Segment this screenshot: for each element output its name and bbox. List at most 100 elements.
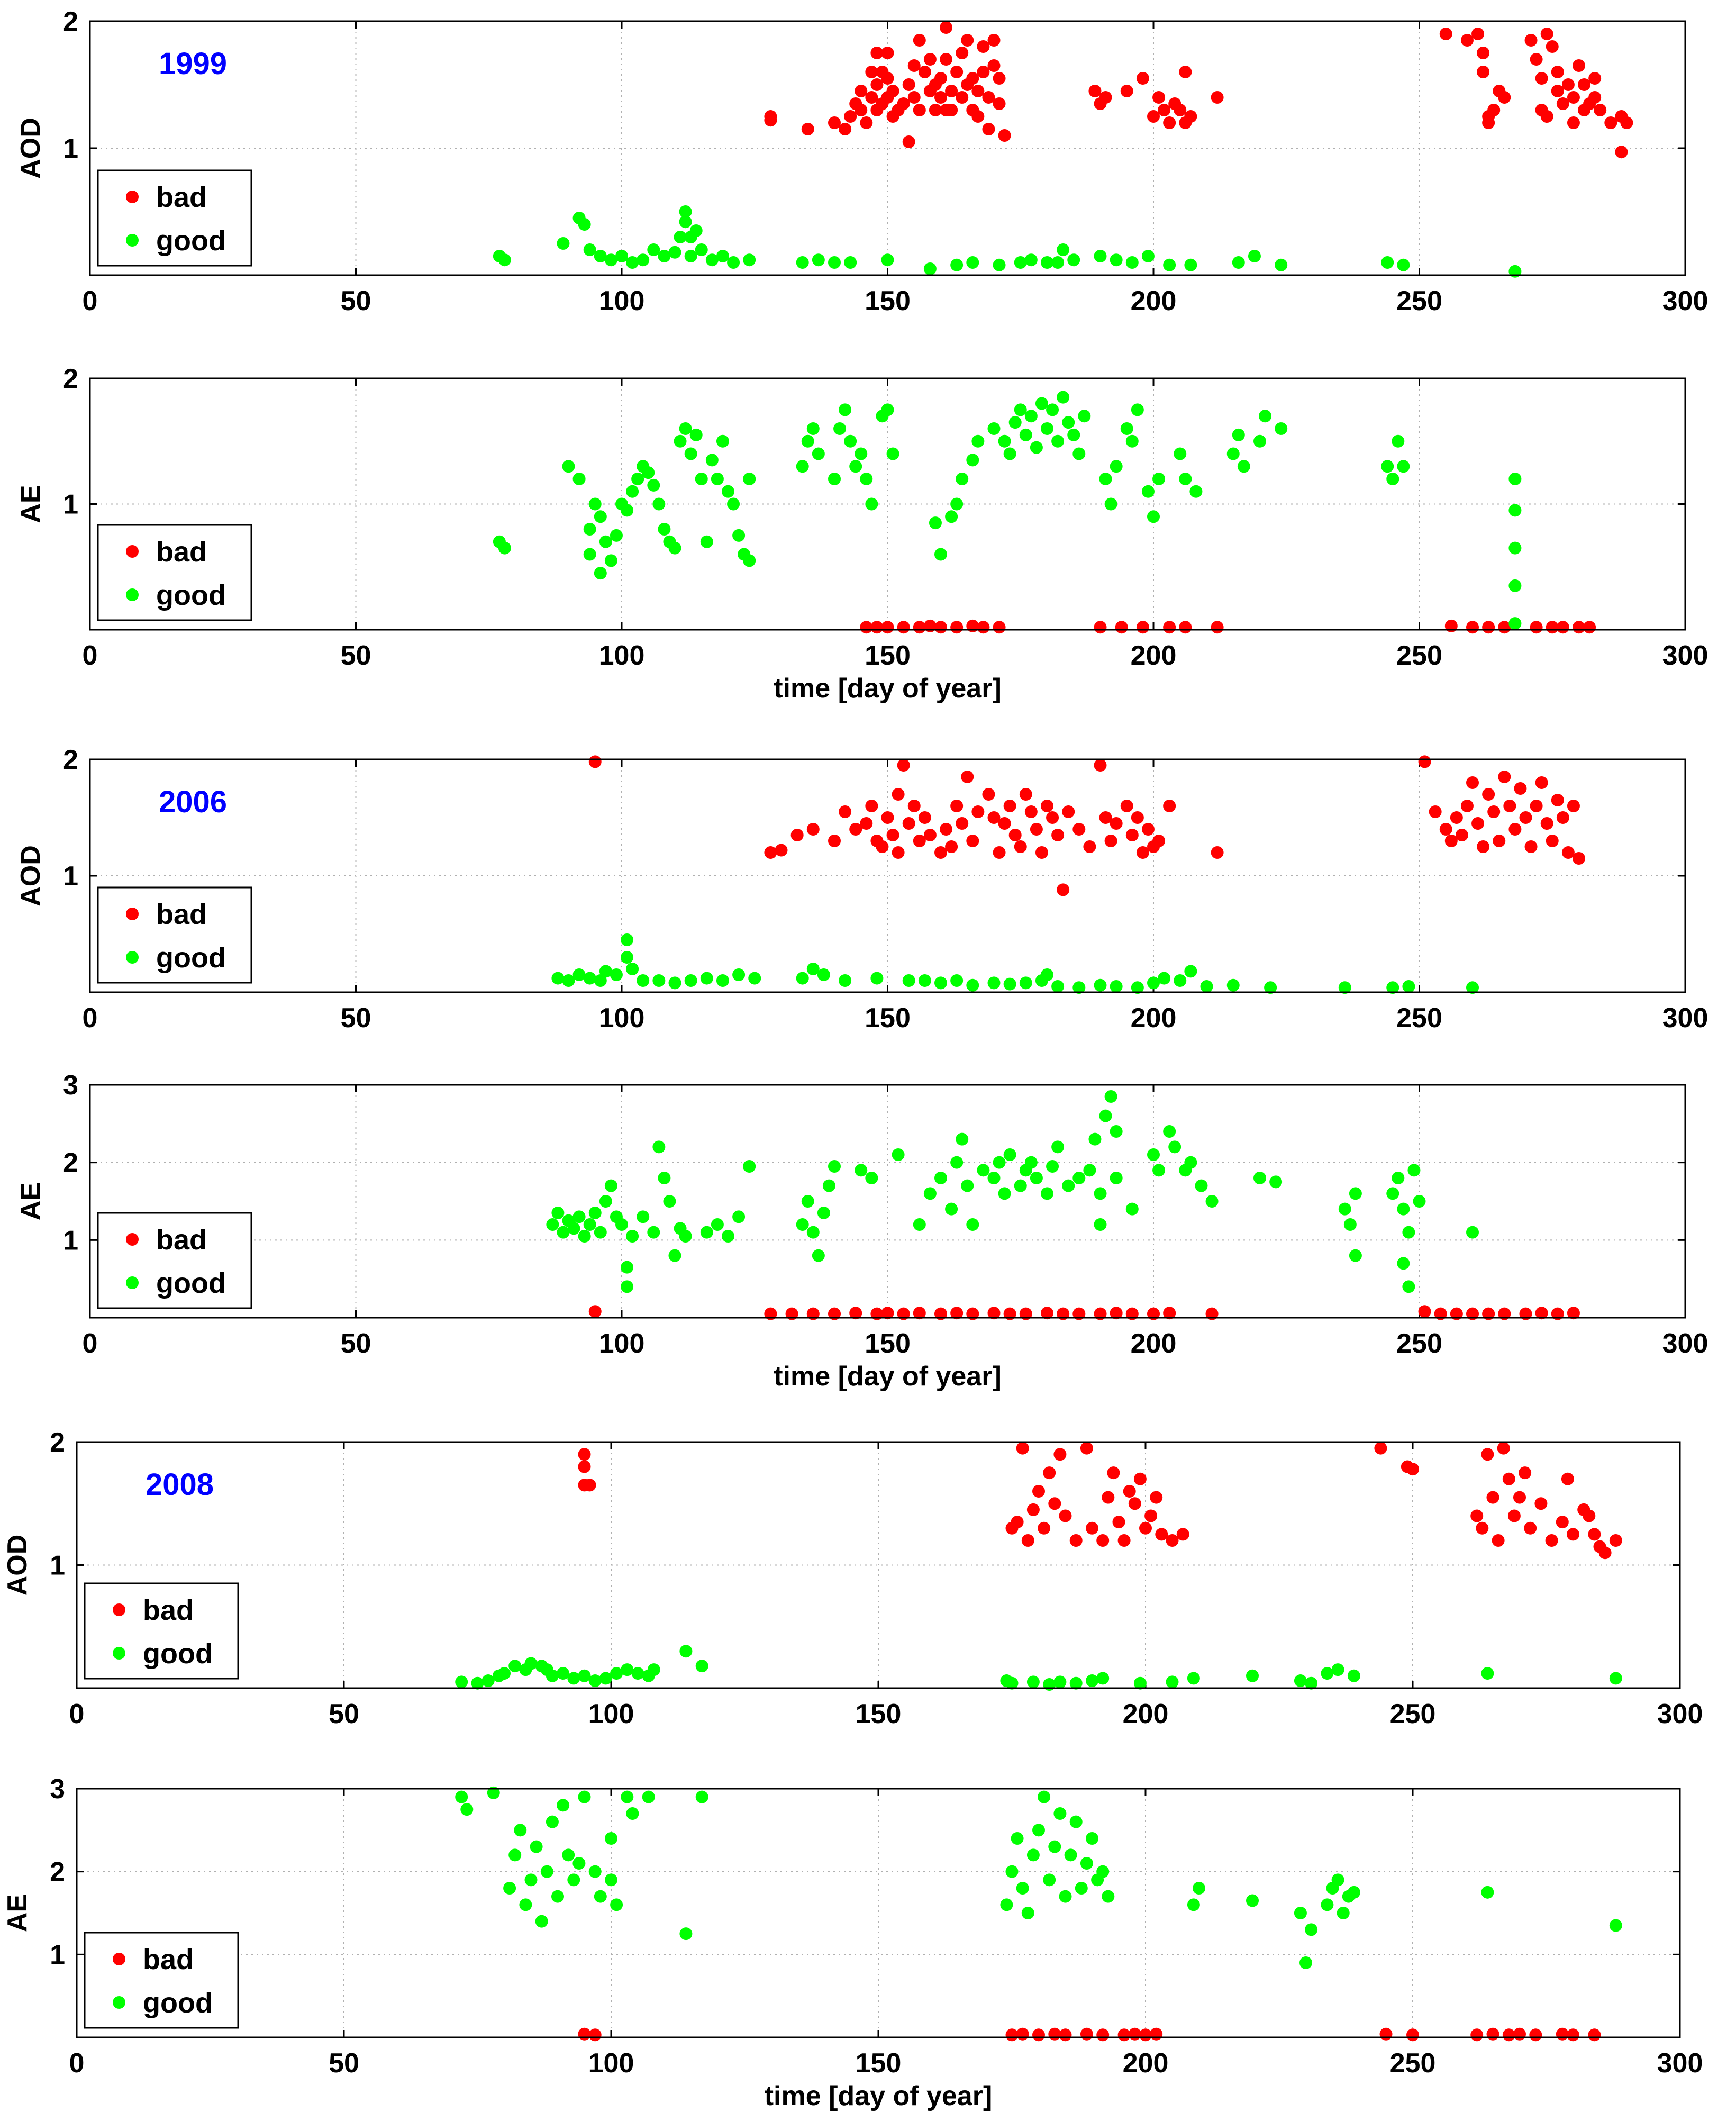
data-point-good: [1168, 1140, 1181, 1154]
data-point-good: [1184, 1156, 1197, 1169]
legend-label-good: good: [156, 942, 226, 974]
data-point-bad: [1035, 846, 1048, 859]
data-point-good: [1021, 1907, 1034, 1919]
data-point-good: [966, 978, 979, 992]
data-point-good: [1035, 397, 1048, 410]
data-point-bad: [1184, 110, 1197, 123]
data-point-good: [1299, 1956, 1312, 1969]
data-point-good: [743, 253, 756, 267]
data-point-good: [722, 1230, 734, 1243]
data-point-good: [1407, 1164, 1421, 1177]
data-point-bad: [1524, 840, 1538, 853]
data-point-good: [1051, 434, 1065, 448]
data-point-bad: [1498, 91, 1511, 104]
data-point-good: [977, 1164, 990, 1177]
data-point-bad: [1567, 1307, 1580, 1320]
data-point-good: [1187, 1672, 1200, 1685]
data-point-bad: [1096, 2028, 1110, 2042]
data-point-bad: [839, 805, 852, 818]
data-point-bad: [1481, 1448, 1494, 1461]
data-point-good: [1069, 1815, 1083, 1828]
series-bad: [588, 755, 1585, 896]
x-tick-label: 0: [69, 1699, 85, 1729]
legend-marker-bad: [126, 191, 139, 203]
data-point-bad: [828, 835, 841, 847]
data-point-bad: [913, 1307, 926, 1320]
data-point-good: [551, 1207, 565, 1219]
axes-frame: [89, 758, 1686, 993]
data-point-good: [1083, 1164, 1096, 1177]
chart-panel-5: 0 50 100 150 200 250 300 1 2 AOD 2008 bad good: [2, 1427, 1703, 1729]
data-point-bad: [1418, 755, 1431, 768]
data-point-good: [647, 478, 660, 492]
x-tick-label: 250: [1390, 2048, 1436, 2079]
data-point-good: [1011, 1832, 1024, 1845]
series-good: [546, 1090, 1479, 1293]
data-point-good: [508, 1848, 522, 1862]
data-point-bad: [940, 21, 953, 34]
data-point-bad: [1155, 1528, 1168, 1541]
data-point-good: [913, 1218, 926, 1231]
data-point-good: [1402, 1226, 1415, 1239]
data-point-good: [631, 473, 644, 485]
data-point-good: [583, 523, 596, 536]
data-point-good: [1232, 428, 1245, 441]
x-tick-label: 200: [1131, 1003, 1177, 1034]
data-point-good: [621, 504, 634, 517]
data-point-bad: [977, 40, 990, 53]
data-point-good: [572, 473, 586, 485]
data-point-good: [886, 447, 899, 460]
data-point-bad: [1179, 621, 1192, 634]
data-point-good: [1609, 1919, 1622, 1932]
data-point-good: [971, 434, 985, 448]
data-point-good: [567, 1873, 580, 1887]
data-point-good: [1094, 1218, 1107, 1231]
data-point-good: [1041, 968, 1053, 981]
data-point-good: [1275, 258, 1288, 271]
data-point-good: [594, 1890, 607, 1903]
data-point-good: [716, 974, 729, 987]
legend: bad good: [97, 886, 252, 984]
data-point-bad: [961, 771, 974, 783]
data-point-bad: [1043, 1466, 1056, 1480]
data-point-bad: [1583, 621, 1596, 634]
data-point-bad: [1094, 621, 1107, 634]
data-point-bad: [913, 34, 926, 47]
legend-box: [84, 1932, 239, 2029]
data-point-good: [605, 1873, 617, 1887]
data-point-good: [1264, 981, 1277, 994]
data-point-bad: [1117, 1534, 1131, 1547]
data-point-bad: [982, 91, 995, 104]
data-point-bad: [1136, 72, 1149, 85]
data-point-bad: [950, 800, 964, 812]
data-point-good: [1294, 1674, 1307, 1688]
data-point-good: [700, 535, 713, 548]
data-point-good: [1019, 976, 1032, 990]
x-tick-label: 50: [341, 640, 371, 671]
data-point-good: [1508, 617, 1522, 630]
data-point-good: [923, 1187, 937, 1200]
data-point-good: [684, 447, 697, 460]
y-tick-label: 2: [63, 745, 78, 775]
data-point-good: [621, 1790, 634, 1803]
data-point-good: [562, 460, 575, 473]
data-point-good: [801, 434, 814, 448]
data-point-good: [1331, 1663, 1344, 1676]
x-tick-label: 0: [83, 1328, 98, 1359]
data-point-bad: [1540, 110, 1553, 123]
data-point-good: [1086, 1674, 1098, 1688]
data-point-good: [796, 1218, 809, 1231]
data-point-good: [1096, 1672, 1110, 1685]
x-tick-label: 250: [1396, 640, 1442, 671]
y-tick-label: 1: [50, 1939, 65, 1970]
data-point-bad: [961, 34, 974, 47]
data-point-bad: [1086, 1521, 1098, 1535]
data-point-good: [950, 258, 964, 271]
data-point-good: [583, 972, 596, 985]
data-point-good: [1088, 1132, 1102, 1146]
data-point-bad: [1418, 1305, 1431, 1318]
data-point-bad: [828, 116, 841, 129]
data-point-bad: [881, 72, 894, 85]
data-point-bad: [1136, 621, 1149, 634]
data-point-good: [1321, 1898, 1334, 1911]
